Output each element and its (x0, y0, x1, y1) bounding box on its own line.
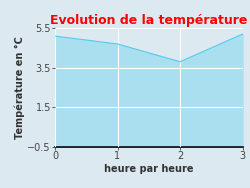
Title: Evolution de la température: Evolution de la température (50, 14, 248, 27)
X-axis label: heure par heure: heure par heure (104, 164, 194, 174)
Y-axis label: Température en °C: Température en °C (14, 36, 24, 139)
